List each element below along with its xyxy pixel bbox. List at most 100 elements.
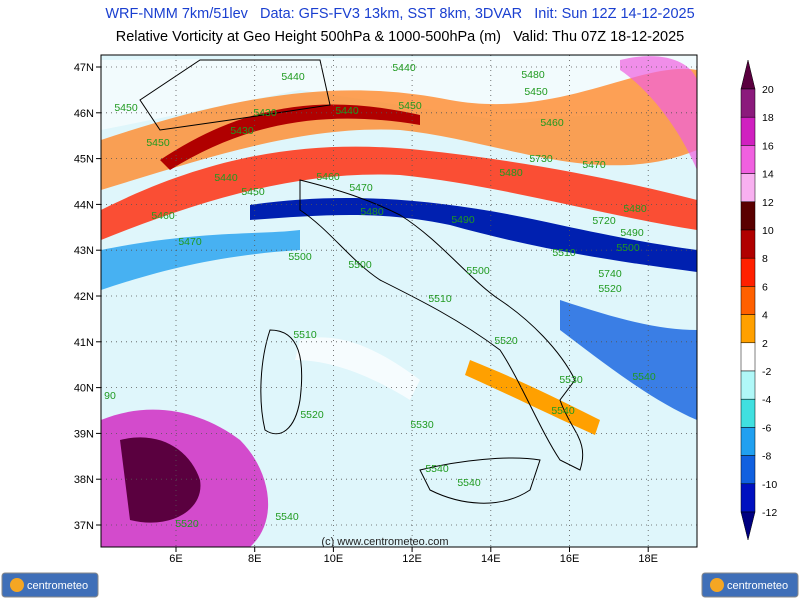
colorbar-cap-bottom xyxy=(740,511,756,541)
contour-label: 5520 xyxy=(598,283,622,295)
contour-label: 5500 xyxy=(348,259,372,271)
lat-label: 42N xyxy=(74,291,94,303)
contour-label: 5500 xyxy=(288,251,312,263)
colorbar-segment xyxy=(740,483,756,513)
logo-right: centrometeo xyxy=(701,572,799,598)
lat-label: 40N xyxy=(74,383,94,395)
contour-label: 5480 xyxy=(521,69,545,81)
lat-label: 39N xyxy=(74,428,94,440)
contour-label: 5540 xyxy=(425,463,449,475)
contour-label: 5510 xyxy=(428,293,452,305)
graticule xyxy=(96,55,697,552)
contour-label: 5500 xyxy=(466,265,490,277)
colorbar-label: -2 xyxy=(762,366,771,378)
lat-label: 46N xyxy=(74,108,94,120)
colorbar-label: 2 xyxy=(762,338,768,350)
logo-icon xyxy=(710,578,724,592)
lon-label: 10E xyxy=(324,553,344,565)
contour-label: 5490 xyxy=(620,227,644,239)
colorbar-label: 6 xyxy=(762,281,768,293)
contour-label: 5530 xyxy=(559,374,583,386)
colorbar-cap-top xyxy=(740,59,756,90)
colorbar-label: -4 xyxy=(762,394,771,406)
contour-label: 5720 xyxy=(592,215,616,227)
contour-label: 5520 xyxy=(300,409,324,421)
contour-label: 5450 xyxy=(241,186,265,198)
colorbar-label: -6 xyxy=(762,422,771,434)
contour-label: 5460 xyxy=(540,117,564,129)
lat-label: 41N xyxy=(74,337,94,349)
contour-label: 5460 xyxy=(151,210,175,222)
map-frame xyxy=(100,54,698,548)
colorbar-segment xyxy=(740,286,756,315)
colorbar-segment xyxy=(740,398,756,428)
contour-label: 5470 xyxy=(349,182,373,194)
contour-label: 5470 xyxy=(582,159,606,171)
colorbar-segment xyxy=(740,314,756,344)
colorbar-segment xyxy=(740,116,756,146)
contour-label: 5540 xyxy=(551,405,575,417)
contour-label: 5480 xyxy=(499,167,523,179)
lon-label: 14E xyxy=(481,553,501,565)
lon-label: 6E xyxy=(169,553,182,565)
contour-label: 5450 xyxy=(398,100,422,112)
contour-label: 5440 xyxy=(214,172,238,184)
contour-label: 5430 xyxy=(253,107,277,119)
colorbar-segment xyxy=(740,173,756,203)
lat-label: 38N xyxy=(74,474,94,486)
lon-label: 8E xyxy=(248,553,261,565)
colorbar-label: 20 xyxy=(762,84,774,96)
logo-icon xyxy=(10,578,24,592)
contour-label: 5520 xyxy=(175,518,199,530)
contour-label: 5480 xyxy=(360,206,384,218)
colorbar-label: 14 xyxy=(762,169,774,181)
contour-label: 5540 xyxy=(632,371,656,383)
colorbar-label: -12 xyxy=(762,507,777,519)
contour-label: 5430 xyxy=(230,125,254,137)
colorbar-label: -10 xyxy=(762,479,777,491)
contour-label: 5540 xyxy=(275,511,299,523)
contour-label: 5510 xyxy=(552,247,576,259)
contour-label: 5540 xyxy=(457,477,481,489)
logo-text: centrometeo xyxy=(27,580,88,592)
colorbar-segment xyxy=(740,145,756,174)
colorbar-segment xyxy=(740,342,756,372)
colorbar-segment xyxy=(740,427,756,456)
colorbar-label: 12 xyxy=(762,197,774,209)
map-field xyxy=(101,55,697,547)
colorbar-label: -8 xyxy=(762,451,771,463)
contour-label: 5520 xyxy=(494,335,518,347)
colorbar-segment xyxy=(740,88,756,118)
contour-label: 5440 xyxy=(281,71,305,83)
colorbar-segment xyxy=(740,455,756,485)
contour-label: 5450 xyxy=(114,102,138,114)
lat-label: 44N xyxy=(74,199,94,211)
lat-label: 43N xyxy=(74,245,94,257)
contour-label: 5450 xyxy=(524,86,548,98)
colorbar-segment xyxy=(740,229,756,259)
contour-label: 5480 xyxy=(623,203,647,215)
logo-text: centrometeo xyxy=(727,580,788,592)
lon-label: 12E xyxy=(402,553,422,565)
colorbar-label: 16 xyxy=(762,140,774,152)
logo-left: centrometeo xyxy=(1,572,99,598)
header-line2: Relative Vorticity at Geo Height 500hPa … xyxy=(116,29,685,45)
contour-label: 5440 xyxy=(335,105,359,117)
colorbar-label: 4 xyxy=(762,310,768,322)
lon-label: 18E xyxy=(638,553,658,565)
colorbar-segment xyxy=(740,257,756,287)
contour-label: 5460 xyxy=(316,171,340,183)
colorbar-segment xyxy=(740,201,756,231)
lat-label: 45N xyxy=(74,154,94,166)
colorbar-label: 10 xyxy=(762,225,774,237)
header-line1: WRF-NMM 7km/51lev Data: GFS-FV3 13km, SS… xyxy=(105,6,694,22)
contour-label: 5730 xyxy=(529,153,553,165)
lat-label: 37N xyxy=(74,520,94,532)
contour-label: 5510 xyxy=(293,329,317,341)
contour-label: 5740 xyxy=(598,268,622,280)
colorbar-label: 8 xyxy=(762,253,768,265)
colorbar-segment xyxy=(740,370,756,400)
colorbar-label: 18 xyxy=(762,112,774,124)
lat-label: 47N xyxy=(74,62,94,74)
